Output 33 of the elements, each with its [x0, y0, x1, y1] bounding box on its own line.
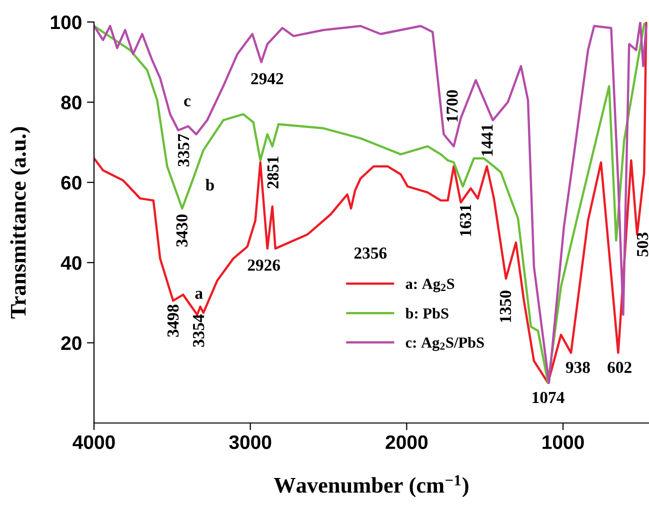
x-axis-title: Wavenumber (cm$^{−1}$) — [274, 475, 468, 498]
annotation: 2926 — [248, 260, 280, 271]
annotation: 2851 — [267, 156, 279, 188]
x-tick-label: 2000 — [386, 435, 428, 450]
legend-label: b: PbS — [405, 308, 448, 319]
x-tick-label: 3000 — [229, 435, 272, 450]
annotation: c — [184, 98, 191, 106]
annotation: 1631 — [460, 204, 472, 236]
y-tick-label: 80 — [61, 96, 82, 110]
annotation: 3430 — [176, 214, 188, 247]
annotation: 1441 — [482, 124, 493, 156]
annotation: 2942 — [251, 73, 284, 84]
annotation: 938 — [566, 362, 590, 374]
y-axis-title: Transmittance (a.u.) — [10, 127, 30, 319]
annotation: 3357 — [178, 134, 190, 166]
annotation: 3498 — [167, 304, 179, 337]
annotation: 503 — [636, 232, 648, 256]
annotation: 1350 — [500, 290, 512, 322]
y-tick-label: 100 — [50, 15, 82, 30]
y-tick-label: 60 — [61, 176, 82, 190]
annotation: 1700 — [446, 90, 458, 122]
legend-label: c: Ag$_{2}$S/PbS — [406, 336, 484, 351]
x-tick-label: 4000 — [72, 435, 115, 450]
x-tick-label: 1000 — [542, 435, 584, 450]
annotation: a — [195, 290, 203, 299]
annotation: 1074 — [532, 392, 564, 404]
annotation: 602 — [608, 362, 632, 374]
legend-label: a: Ag$_{2}$S — [406, 278, 454, 292]
annotation: 3354 — [192, 314, 204, 347]
annotation: b — [206, 178, 214, 191]
y-tick-label: 40 — [60, 256, 82, 270]
annotation: 2356 — [354, 248, 387, 259]
y-tick-label: 20 — [61, 336, 82, 350]
